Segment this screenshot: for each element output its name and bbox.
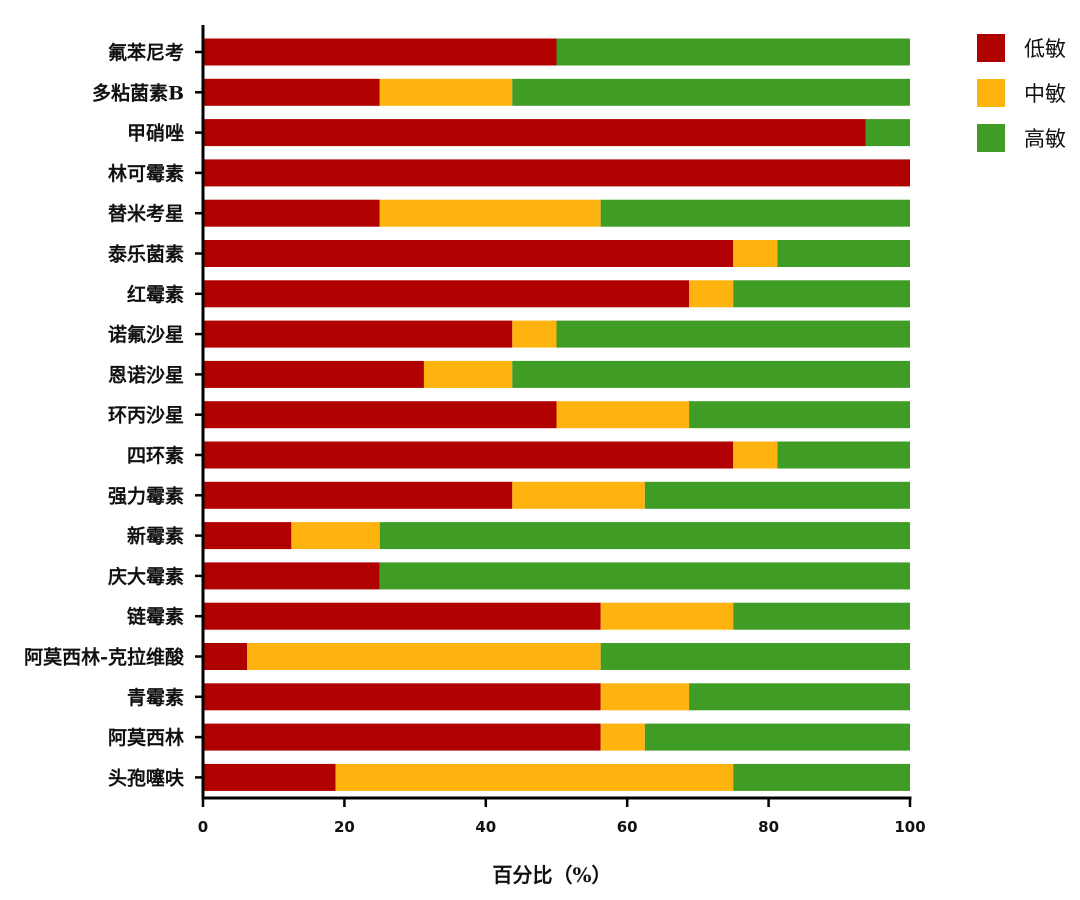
bar-segment-10-1 <box>733 441 778 469</box>
category-label: 头孢噻呋 <box>108 766 185 789</box>
category-label: 替米考星 <box>108 202 184 225</box>
bar-segment-0-2 <box>556 38 910 66</box>
bar-segment-10-0 <box>203 441 734 469</box>
category-label: 阿莫西林-克拉维酸 <box>24 646 185 669</box>
bar-segment-15-0 <box>203 643 248 670</box>
category-label: 甲硝唑 <box>127 122 184 145</box>
bars-group <box>203 38 910 791</box>
category-label: 四环素 <box>127 444 184 467</box>
category-label: 林可霉素 <box>108 162 184 185</box>
bar-segment-17-0 <box>203 723 601 751</box>
bar-segment-13-0 <box>203 562 380 590</box>
bar-segment-15-1 <box>247 643 601 670</box>
bar-segment-11-0 <box>203 481 513 509</box>
bar-segment-14-2 <box>733 602 910 630</box>
bar-segment-18-2 <box>733 763 910 791</box>
bar-segment-5-2 <box>777 240 910 267</box>
category-label: 环丙沙星 <box>108 405 184 427</box>
bar-segment-8-0 <box>203 360 424 388</box>
bar-segment-0-0 <box>203 38 557 66</box>
category-label: 红霉素 <box>127 283 184 306</box>
bar-segment-4-1 <box>379 199 601 227</box>
category-label: 新霉素 <box>127 525 184 548</box>
bar-segment-7-1 <box>512 320 557 348</box>
x-axis-title: 百分比（%） <box>492 863 611 887</box>
bar-segment-2-0 <box>203 119 866 147</box>
category-label: 青霉素 <box>127 686 184 709</box>
x-tick-label: 20 <box>334 818 355 836</box>
category-label: 诺氟沙星 <box>108 323 184 346</box>
bar-segment-13-2 <box>379 562 910 590</box>
bar-segment-9-2 <box>689 401 910 429</box>
bar-segment-8-1 <box>423 360 513 388</box>
bar-segment-14-0 <box>203 602 601 630</box>
bar-segment-12-2 <box>379 522 910 550</box>
bar-segment-6-2 <box>733 280 910 308</box>
x-tick-label: 100 <box>894 818 925 836</box>
x-tick-label: 80 <box>758 818 779 836</box>
bar-segment-8-2 <box>512 360 910 388</box>
bar-segment-16-1 <box>600 683 690 711</box>
bar-segment-1-1 <box>379 78 513 106</box>
legend-swatch <box>977 79 1005 107</box>
bar-segment-12-0 <box>203 522 292 550</box>
bar-segment-17-1 <box>600 723 645 751</box>
legend-label: 中敏 <box>1024 82 1066 106</box>
bar-segment-18-1 <box>335 763 734 791</box>
category-label: 链霉素 <box>127 605 184 628</box>
category-label: 阿莫西林 <box>108 726 184 749</box>
bar-segment-4-0 <box>203 199 380 227</box>
legend-swatch <box>977 34 1005 62</box>
bar-segment-16-0 <box>203 683 601 711</box>
bar-segment-12-1 <box>291 522 380 550</box>
bar-segment-17-2 <box>644 723 910 751</box>
bar-segment-2-2 <box>865 119 910 147</box>
bar-segment-6-0 <box>203 280 690 308</box>
bar-segment-10-2 <box>777 441 910 469</box>
legend-label: 高敏 <box>1024 127 1066 151</box>
category-label: 庆大霉素 <box>108 565 184 588</box>
bar-segment-11-1 <box>512 481 645 509</box>
bar-segment-7-0 <box>203 320 513 348</box>
bar-segment-9-0 <box>203 401 557 429</box>
bar-segment-1-2 <box>512 78 910 106</box>
x-tick-label: 40 <box>475 818 496 836</box>
legend-swatch <box>977 124 1005 152</box>
bar-segment-5-1 <box>733 240 778 267</box>
category-label: 多粘菌素B <box>92 81 184 104</box>
axes-group <box>195 25 912 807</box>
bar-segment-1-0 <box>203 78 380 106</box>
bar-segment-18-0 <box>203 763 336 791</box>
bar-segment-9-1 <box>556 401 690 429</box>
x-tick-label: 0 <box>198 818 208 836</box>
category-label: 氟苯尼考 <box>108 41 184 64</box>
bar-segment-15-2 <box>600 643 910 670</box>
tick-labels: 0 20 40 60 80 100 <box>198 818 926 836</box>
category-label: 泰乐菌素 <box>107 243 184 266</box>
bar-segment-7-2 <box>556 320 910 348</box>
bar-segment-16-2 <box>689 683 910 711</box>
bar-segment-4-2 <box>600 199 910 227</box>
x-tick-label: 60 <box>617 818 638 836</box>
category-label: 强力霉素 <box>108 484 184 507</box>
category-label: 恩诺沙星 <box>108 364 184 386</box>
bar-segment-3-0 <box>203 159 910 187</box>
bar-segment-14-1 <box>600 602 734 630</box>
legend-label: 低敏 <box>1024 37 1066 61</box>
bar-segment-6-1 <box>689 280 734 308</box>
bar-segment-5-0 <box>203 240 734 267</box>
bar-segment-11-2 <box>644 481 910 509</box>
